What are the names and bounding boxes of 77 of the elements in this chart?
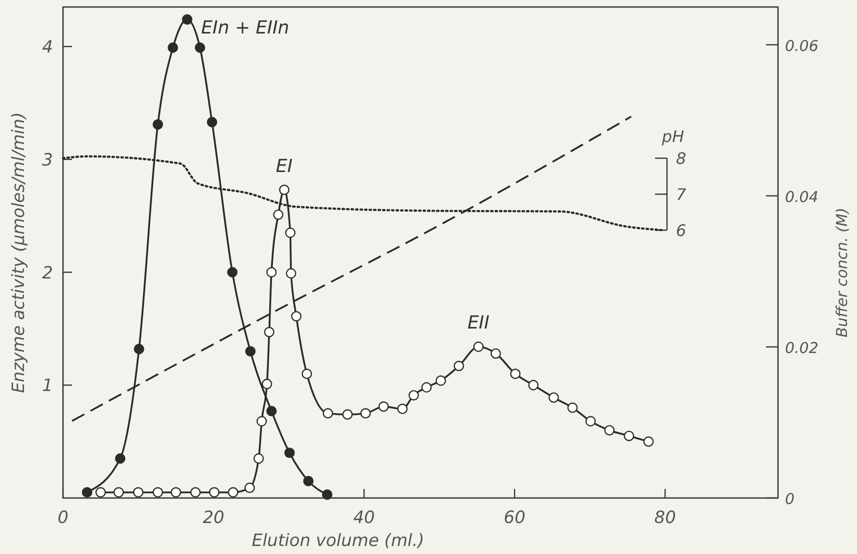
y2-tick-label: 0.04: [785, 188, 818, 206]
point: [194, 42, 206, 53]
point: [113, 487, 124, 498]
point: [604, 425, 615, 436]
point: [279, 184, 290, 196]
point: [284, 448, 295, 458]
point: [134, 344, 144, 354]
point: [528, 380, 539, 390]
x-tick-label: 20: [202, 508, 224, 528]
y-tick-label: 2: [42, 263, 53, 284]
x-tick-label: 0: [58, 508, 68, 528]
point: [322, 408, 334, 419]
point: [115, 453, 126, 464]
point: [436, 375, 446, 386]
y2-tick-label: 0.06: [785, 36, 818, 55]
point: [95, 487, 106, 498]
point: [266, 406, 277, 416]
point: [245, 346, 256, 356]
point: [266, 267, 277, 278]
point: [228, 487, 238, 498]
x-tick-label: 60: [504, 508, 526, 528]
point: [643, 436, 654, 447]
point: [421, 382, 432, 393]
ph-scale-bracket: 6 7 8 pH: [655, 127, 686, 240]
annotation: EIn + EIIn: [201, 17, 290, 38]
point: [378, 401, 389, 412]
point: [152, 487, 164, 498]
x-tick-label: 40: [353, 508, 375, 528]
y-tick-label: 1: [42, 376, 53, 396]
point: [253, 453, 264, 464]
annotation: EI: [276, 156, 293, 177]
point: [256, 416, 267, 426]
point: [342, 409, 353, 420]
point: [397, 404, 408, 414]
point: [190, 487, 201, 498]
y3-axis-title: pH: [660, 127, 684, 146]
y2-axis-title: Buffer concn. (M): [833, 208, 851, 338]
point: [286, 268, 296, 279]
y3-tick-label: 8: [676, 149, 686, 168]
y-tick-label: 3: [42, 150, 53, 170]
point: [303, 476, 314, 486]
point: [264, 326, 274, 338]
y-axis-title: Enzyme activity (μmoles/ml/min): [9, 112, 29, 393]
point: [454, 360, 464, 372]
point: [209, 487, 220, 498]
point: [244, 482, 255, 494]
point: [273, 209, 284, 220]
point: [360, 408, 371, 419]
point: [473, 342, 484, 352]
point: [510, 368, 521, 380]
point: [567, 402, 578, 413]
point: [168, 42, 178, 53]
point: [206, 116, 218, 128]
point: [408, 390, 419, 400]
point: [152, 119, 164, 130]
point: [490, 348, 501, 359]
y2-tick-label: 0.02: [785, 338, 818, 357]
point: [585, 416, 596, 426]
point: [262, 378, 272, 390]
y-tick-label: 4: [42, 38, 53, 58]
x-tick-label: 80: [654, 508, 676, 528]
point: [227, 267, 238, 278]
point: [291, 311, 302, 322]
y3-tick-label: 7: [676, 185, 687, 204]
point: [133, 487, 144, 498]
x-axis-title: Elution volume (ml.): [252, 531, 424, 551]
annotation: EII: [467, 312, 490, 334]
point: [624, 430, 634, 442]
y3-tick-label: 6: [676, 221, 686, 240]
point: [285, 228, 296, 238]
point: [548, 392, 559, 403]
point: [82, 487, 92, 498]
point: [302, 368, 312, 380]
point: [182, 14, 192, 25]
point: [170, 487, 182, 498]
y2-tick-label: 0: [785, 490, 795, 508]
point: [322, 489, 332, 500]
